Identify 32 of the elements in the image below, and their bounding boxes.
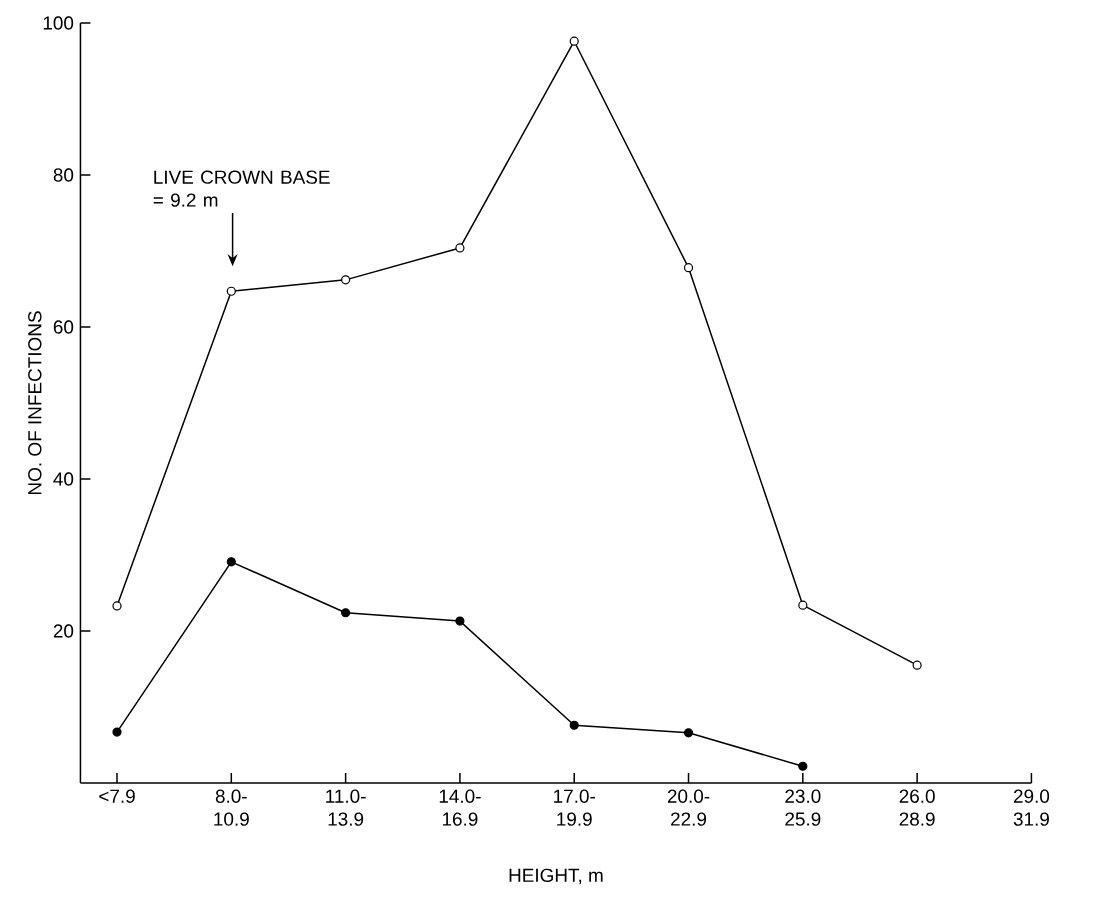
point bbox=[226, 557, 236, 567]
x-tick-label: 29.0 31.9 bbox=[1013, 789, 1050, 826]
x-tick-label: 23.0 25.9 bbox=[785, 789, 821, 826]
annotation: LIVE CROWN BASE = 9.2 m bbox=[153, 170, 330, 207]
y-axis-title: NO. OF INFECTIONS bbox=[28, 311, 42, 494]
point bbox=[112, 727, 122, 737]
point bbox=[683, 263, 694, 273]
point bbox=[569, 36, 579, 46]
x-tick-label: 20.0- 22.9 bbox=[667, 789, 710, 826]
point bbox=[569, 720, 579, 730]
point bbox=[341, 275, 351, 285]
y-tick-label: 20 bbox=[53, 624, 74, 638]
y-tick-label: 100 bbox=[43, 16, 74, 30]
y-tick-label: 60 bbox=[53, 320, 74, 334]
x-tick-label: 17.0- 19.9 bbox=[554, 789, 595, 826]
point bbox=[683, 728, 694, 738]
y-tick-label: 40 bbox=[53, 472, 74, 486]
x-axis-title: HEIGHT, m bbox=[509, 868, 603, 885]
point bbox=[798, 761, 808, 771]
point bbox=[798, 600, 808, 610]
point bbox=[455, 616, 465, 626]
point bbox=[226, 286, 236, 296]
x-tick-label: 14.0- 16.9 bbox=[439, 789, 481, 826]
point bbox=[341, 608, 351, 618]
x-tick-label: 8.0- 10.9 bbox=[214, 789, 249, 826]
y-tick-label: 80 bbox=[53, 168, 74, 182]
x-tick-label: 26.0 28.9 bbox=[899, 789, 935, 826]
point bbox=[112, 601, 122, 611]
point bbox=[455, 243, 465, 253]
x-tick-label: <7.9 bbox=[99, 789, 135, 803]
point bbox=[912, 660, 922, 670]
x-tick-label: 11.0- 13.9 bbox=[326, 789, 366, 826]
